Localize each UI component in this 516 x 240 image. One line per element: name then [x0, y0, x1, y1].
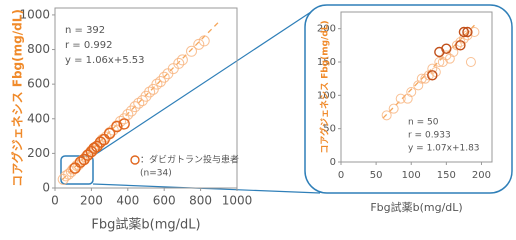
y-tick-label: 150 — [317, 57, 336, 68]
point — [158, 71, 170, 83]
y-tick-label: 50 — [323, 124, 336, 135]
point — [402, 93, 413, 104]
point — [193, 38, 205, 50]
x-tick-label: 150 — [437, 170, 456, 181]
point — [82, 149, 94, 161]
point — [413, 80, 424, 91]
point — [423, 70, 434, 81]
y-tick-label: 800 — [27, 42, 50, 56]
point — [176, 54, 188, 66]
inset-frame — [304, 4, 513, 194]
point — [388, 103, 399, 114]
y-tick-label: 100 — [317, 90, 336, 101]
point — [65, 166, 77, 178]
y-axis-label: コアグジェネシス Fbg(mg/dL) — [319, 20, 331, 153]
annotation: n = 392 — [65, 25, 105, 36]
point — [151, 78, 163, 90]
legend-marker — [130, 155, 140, 165]
legend-label: ：ダビガトラン投与患者 — [140, 154, 239, 166]
x-tick-label: 100 — [402, 170, 421, 181]
legend-sublabel: (n=34) — [140, 169, 172, 179]
y-tick-label: 0 — [42, 181, 50, 195]
plot-area — [340, 11, 493, 163]
point — [173, 57, 185, 69]
x-tick-label: 600 — [153, 194, 176, 208]
point — [60, 170, 72, 182]
annotation: n = 50 — [408, 118, 439, 128]
x-tick-label: 0 — [338, 170, 344, 181]
point — [434, 57, 445, 67]
point — [444, 53, 455, 64]
point — [458, 26, 470, 38]
point — [186, 45, 197, 57]
x-tick-label: 50 — [370, 170, 383, 181]
x-axis-label: Fbg試薬b(mg/dL) — [91, 217, 200, 233]
x-tick-label: 0 — [51, 194, 59, 208]
fit-line — [61, 21, 220, 181]
zoom-box — [60, 155, 94, 185]
x-tick-label: 800 — [189, 194, 212, 208]
point — [416, 73, 427, 84]
point — [381, 110, 392, 121]
point — [465, 57, 476, 67]
annotation: r = 0.992 — [65, 40, 112, 51]
point — [462, 26, 473, 38]
point — [133, 97, 145, 109]
annotation: r = 0.933 — [408, 131, 451, 141]
point — [451, 40, 462, 51]
y-tick-label: 600 — [27, 77, 50, 91]
point — [122, 108, 134, 120]
point — [111, 120, 123, 133]
point — [136, 95, 148, 107]
point — [462, 30, 473, 41]
point — [455, 37, 466, 47]
figure: 0 200 400 600 800 100002004006008001000コアグジェネ… — [10, 4, 513, 233]
point — [129, 101, 141, 113]
x-tick-label: 200 — [80, 194, 103, 208]
point — [395, 93, 406, 104]
x-axis-label: Fbg試薬b(mg/dL) — [370, 200, 462, 214]
zoom-connector — [92, 5, 321, 157]
x-tick-label: 200 — [472, 170, 491, 181]
point — [198, 35, 210, 47]
point — [144, 86, 156, 98]
plot-area — [54, 7, 238, 189]
annotation: y = 1.07x+1.83 — [408, 144, 480, 154]
point — [427, 70, 438, 81]
x-tick-label: 1000 — [222, 194, 253, 208]
point — [103, 127, 116, 140]
y-tick-label: 200 — [317, 24, 336, 35]
y-tick-label: 1000 — [19, 7, 50, 21]
y-tick-label: 200 — [27, 146, 50, 160]
point — [430, 67, 441, 77]
x-tick-label: 400 — [116, 194, 139, 208]
annotation: y = 1.06x+5.53 — [65, 55, 144, 66]
point — [88, 142, 100, 154]
point — [118, 118, 130, 130]
point — [427, 63, 438, 74]
point — [469, 27, 480, 37]
y-axis-label: コアグジェネシス Fbg(mg/dL) — [10, 9, 25, 187]
y-tick-label: 400 — [27, 111, 50, 125]
point — [437, 57, 448, 67]
point — [406, 87, 417, 97]
y-tick-label: 0 — [330, 157, 336, 168]
point — [455, 40, 466, 51]
point — [441, 43, 452, 54]
